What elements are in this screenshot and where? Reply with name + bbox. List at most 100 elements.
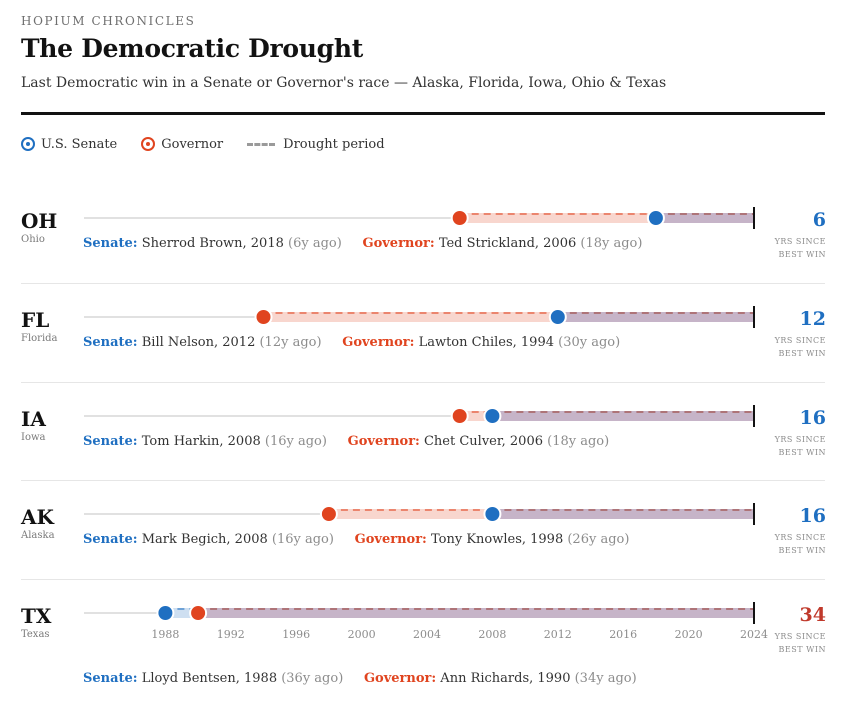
years-since-label: YRS SINCE BEST WIN	[740, 531, 826, 557]
years-since-line1: YRS SINCE	[774, 533, 826, 542]
years-since-label: YRS SINCE BEST WIN	[740, 433, 826, 459]
years-since-label: YRS SINCE BEST WIN	[740, 334, 826, 360]
governor-winner: Chet Culver, 2006	[419, 434, 548, 449]
state-abbr: OH	[21, 209, 58, 233]
senate-winner: Lloyd Bentsen, 1988	[137, 671, 282, 686]
governor-dot-icon	[141, 137, 156, 151]
dashed-line-icon	[247, 142, 276, 146]
state-name: Texas	[21, 629, 50, 640]
x-tick-label: 2012	[544, 628, 572, 641]
senate-label: Senate:	[83, 335, 138, 350]
state-name: Ohio	[21, 234, 45, 245]
years-since-label: YRS SINCE BEST WIN	[740, 235, 826, 261]
senate-ago: (6y ago)	[288, 236, 342, 251]
senate-dot-icon	[21, 137, 35, 151]
senate-label: Senate:	[83, 671, 138, 686]
legend-drought: Drought period	[247, 136, 385, 152]
x-tick-label: 2000	[348, 628, 376, 641]
kicker: HOPIUM CHRONICLES	[21, 14, 196, 28]
governor-label: Governor:	[362, 236, 435, 251]
win-caption: Senate: Sherrod Brown, 2018 (6y ago) Gov…	[83, 236, 642, 251]
state-name: Alaska	[21, 530, 55, 541]
years-since-line1: YRS SINCE	[774, 435, 826, 444]
years-since-line2: BEST WIN	[778, 645, 826, 654]
x-tick-label: 2024	[740, 628, 768, 641]
state-name: Florida	[21, 333, 58, 344]
years-since-line2: BEST WIN	[778, 349, 826, 358]
x-tick-label: 2004	[413, 628, 441, 641]
years-since-value: 6	[812, 209, 826, 231]
governor-win-dot	[450, 209, 469, 227]
years-since-value: 34	[799, 604, 826, 626]
legend: U.S. Senate Governor Drought period	[21, 136, 409, 152]
state-abbr: AK	[21, 505, 54, 529]
senate-ago: (36y ago)	[281, 671, 344, 686]
win-caption: Senate: Tom Harkin, 2008 (16y ago) Gover…	[83, 434, 609, 449]
governor-label: Governor:	[354, 532, 427, 547]
years-since-value: 16	[799, 407, 826, 429]
governor-ago: (18y ago)	[547, 434, 610, 449]
governor-ago: (18y ago)	[580, 236, 643, 251]
senate-winner: Bill Nelson, 2012	[137, 335, 260, 350]
governor-ago: (30y ago)	[558, 335, 621, 350]
senate-winner: Mark Begich, 2008	[137, 532, 272, 547]
win-caption: Senate: Lloyd Bentsen, 1988 (36y ago) Go…	[83, 671, 637, 686]
state-abbr: FL	[21, 308, 50, 332]
governor-ago: (26y ago)	[567, 532, 630, 547]
senate-label: Senate:	[83, 434, 138, 449]
years-since-line2: BEST WIN	[778, 448, 826, 457]
governor-ago: (34y ago)	[574, 671, 637, 686]
header-rule	[21, 112, 825, 115]
years-since-line1: YRS SINCE	[774, 632, 826, 641]
governor-win-dot	[189, 604, 208, 622]
legend-governor: Governor	[141, 137, 223, 152]
row-separator	[21, 283, 825, 284]
state-abbr: IA	[21, 407, 46, 431]
governor-win-dot	[254, 308, 273, 326]
governor-win-dot	[450, 407, 469, 425]
years-since-value: 12	[799, 308, 826, 330]
senate-label: Senate:	[83, 236, 138, 251]
governor-win-dot	[319, 505, 338, 523]
x-tick-label: 1996	[282, 628, 310, 641]
years-since-line2: BEST WIN	[778, 546, 826, 555]
years-since-line1: YRS SINCE	[774, 336, 826, 345]
governor-label: Governor:	[342, 335, 415, 350]
row-separator	[21, 480, 825, 481]
senate-win-dot	[156, 604, 175, 622]
governor-winner: Lawton Chiles, 1994	[414, 335, 559, 350]
state-abbr: TX	[21, 604, 52, 628]
win-caption: Senate: Bill Nelson, 2012 (12y ago) Gove…	[83, 335, 620, 350]
win-caption: Senate: Mark Begich, 2008 (16y ago) Gove…	[83, 532, 629, 547]
x-tick-label: 2008	[478, 628, 506, 641]
years-since-value: 16	[799, 505, 826, 527]
x-tick-label: 2020	[675, 628, 703, 641]
senate-win-dot	[483, 407, 502, 425]
row-separator	[21, 382, 825, 383]
senate-ago: (16y ago)	[264, 434, 327, 449]
legend-senate-label: U.S. Senate	[41, 136, 118, 152]
years-since-line2: BEST WIN	[778, 250, 826, 259]
governor-winner: Tony Knowles, 1998	[426, 532, 568, 547]
state-name: Iowa	[21, 432, 46, 443]
senate-win-dot	[548, 308, 567, 326]
legend-drought-label: Drought period	[283, 136, 385, 152]
senate-winner: Sherrod Brown, 2018	[137, 236, 288, 251]
senate-win-dot	[646, 209, 665, 227]
x-tick-label: 2016	[609, 628, 637, 641]
legend-senate: U.S. Senate	[21, 137, 117, 152]
page-title: The Democratic Drought	[21, 34, 363, 63]
legend-governor-label: Governor	[161, 136, 224, 152]
senate-ago: (16y ago)	[271, 532, 334, 547]
governor-winner: Ted Strickland, 2006	[434, 236, 581, 251]
x-tick-label: 1988	[151, 628, 179, 641]
page-subtitle: Last Democratic win in a Senate or Gover…	[21, 75, 667, 91]
senate-ago: (12y ago)	[259, 335, 322, 350]
governor-winner: Ann Richards, 1990	[436, 671, 575, 686]
governor-label: Governor:	[347, 434, 420, 449]
senate-label: Senate:	[83, 532, 138, 547]
governor-label: Governor:	[363, 671, 437, 686]
row-separator	[21, 579, 825, 580]
years-since-line1: YRS SINCE	[774, 237, 826, 246]
